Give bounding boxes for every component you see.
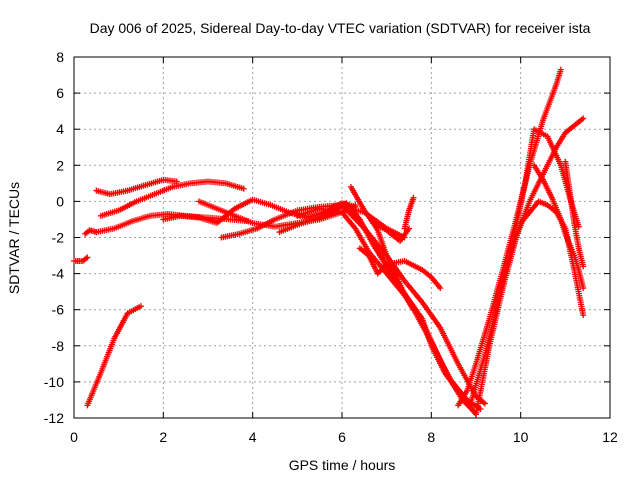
chart-title: Day 006 of 2025, Sidereal Day-to-day VTE… xyxy=(90,20,591,36)
y-tick-label: -12 xyxy=(44,410,64,426)
x-tick-label: 4 xyxy=(249,429,257,445)
series-arc-f xyxy=(97,178,247,219)
x-tick-label: 10 xyxy=(513,429,529,445)
series-arc-c xyxy=(84,303,144,409)
series-arc-p xyxy=(347,183,412,245)
x-axis-label: GPS time / hours xyxy=(289,457,396,473)
y-tick-label: -6 xyxy=(52,302,65,318)
y-tick-label: -2 xyxy=(52,230,65,246)
x-tick-label: 2 xyxy=(159,429,167,445)
series-arc-w xyxy=(562,158,587,270)
data-point xyxy=(410,306,417,313)
data-point xyxy=(468,405,475,412)
data-point xyxy=(580,115,587,122)
y-tick-label: 8 xyxy=(56,49,64,65)
series-arc-d xyxy=(93,176,180,198)
data-point xyxy=(138,303,144,310)
series-arc-o xyxy=(356,245,444,292)
x-tick-label: 6 xyxy=(338,429,346,445)
y-tick-label: -4 xyxy=(52,266,65,282)
y-tick-label: 4 xyxy=(56,121,64,137)
data-point xyxy=(557,66,564,73)
axis-ticks: 0 2 4 6 8 10 12 -12 -10 -8 -6 -4 -2 0 2 4 6 8 xyxy=(44,49,618,445)
data-point xyxy=(410,194,417,201)
series-arc-m xyxy=(347,207,488,407)
y-tick-label: 6 xyxy=(56,85,64,101)
data-point xyxy=(580,263,587,270)
grid xyxy=(74,57,610,418)
data-point xyxy=(477,405,484,412)
x-tick-label: 8 xyxy=(427,429,435,445)
series-arc-v xyxy=(531,162,587,292)
series-arc-q xyxy=(401,194,417,232)
data-marks xyxy=(71,66,587,418)
y-tick-label: 0 xyxy=(56,193,64,209)
data-point xyxy=(481,400,488,407)
y-axis-label: SDTVAR / TECUs xyxy=(6,182,22,294)
data-point xyxy=(580,285,587,292)
series-arc-l xyxy=(330,200,475,412)
data-point xyxy=(580,312,587,319)
y-tick-label: -10 xyxy=(44,374,64,390)
data-point xyxy=(240,185,247,192)
data-point xyxy=(352,202,359,209)
y-tick-label: 2 xyxy=(56,157,64,173)
series-arc-b xyxy=(71,254,91,264)
series-arc-i xyxy=(218,202,484,412)
y-tick-label: -8 xyxy=(52,338,65,354)
series-arc-g xyxy=(160,196,359,227)
x-tick-label: 0 xyxy=(70,429,78,445)
data-point xyxy=(84,254,91,261)
data-point xyxy=(437,285,444,292)
x-tick-label: 12 xyxy=(602,429,618,445)
